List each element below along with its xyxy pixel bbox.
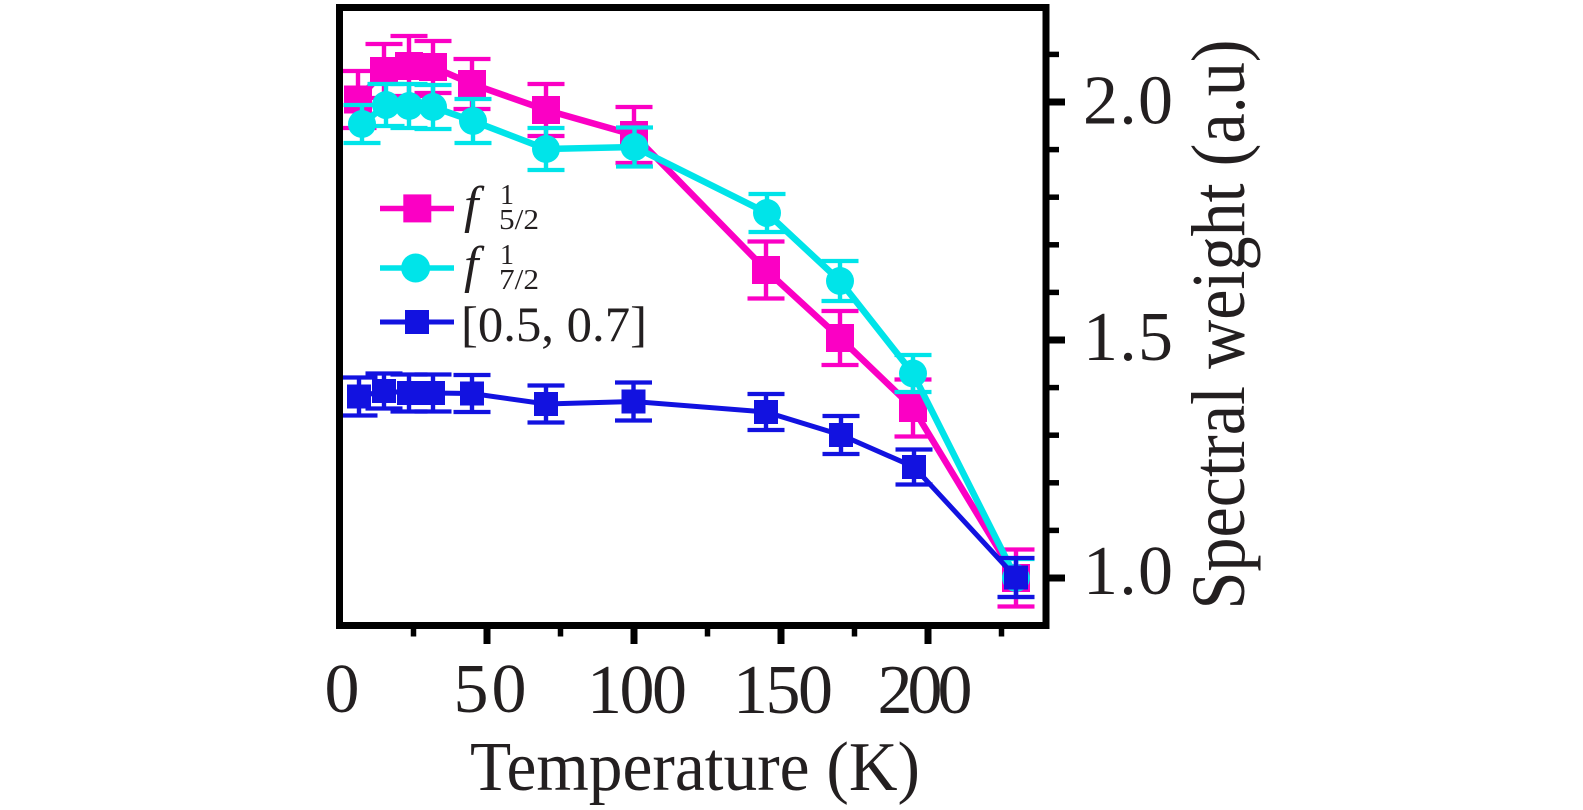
svg-text:50: 50 (454, 651, 527, 728)
svg-text:[0.5, 0.7]: [0.5, 0.7] (461, 296, 647, 352)
svg-text:1: 1 (500, 240, 514, 271)
svg-text:f: f (464, 177, 485, 234)
svg-text:2.0: 2.0 (1083, 62, 1173, 139)
svg-text:Spectral weight (a.u): Spectral weight (a.u) (1177, 40, 1261, 610)
svg-text:100: 100 (587, 652, 687, 729)
svg-text:1.5: 1.5 (1083, 299, 1173, 376)
svg-text:1.0: 1.0 (1083, 533, 1173, 610)
svg-text:f: f (464, 237, 485, 294)
svg-text:200: 200 (878, 652, 973, 729)
svg-text:1: 1 (500, 180, 514, 211)
svg-text:Temperature (K): Temperature (K) (470, 729, 920, 806)
svg-text:7/2: 7/2 (499, 265, 539, 296)
svg-text:150: 150 (733, 652, 833, 729)
svg-text:5/2: 5/2 (499, 205, 539, 236)
svg-text:0: 0 (325, 651, 360, 728)
